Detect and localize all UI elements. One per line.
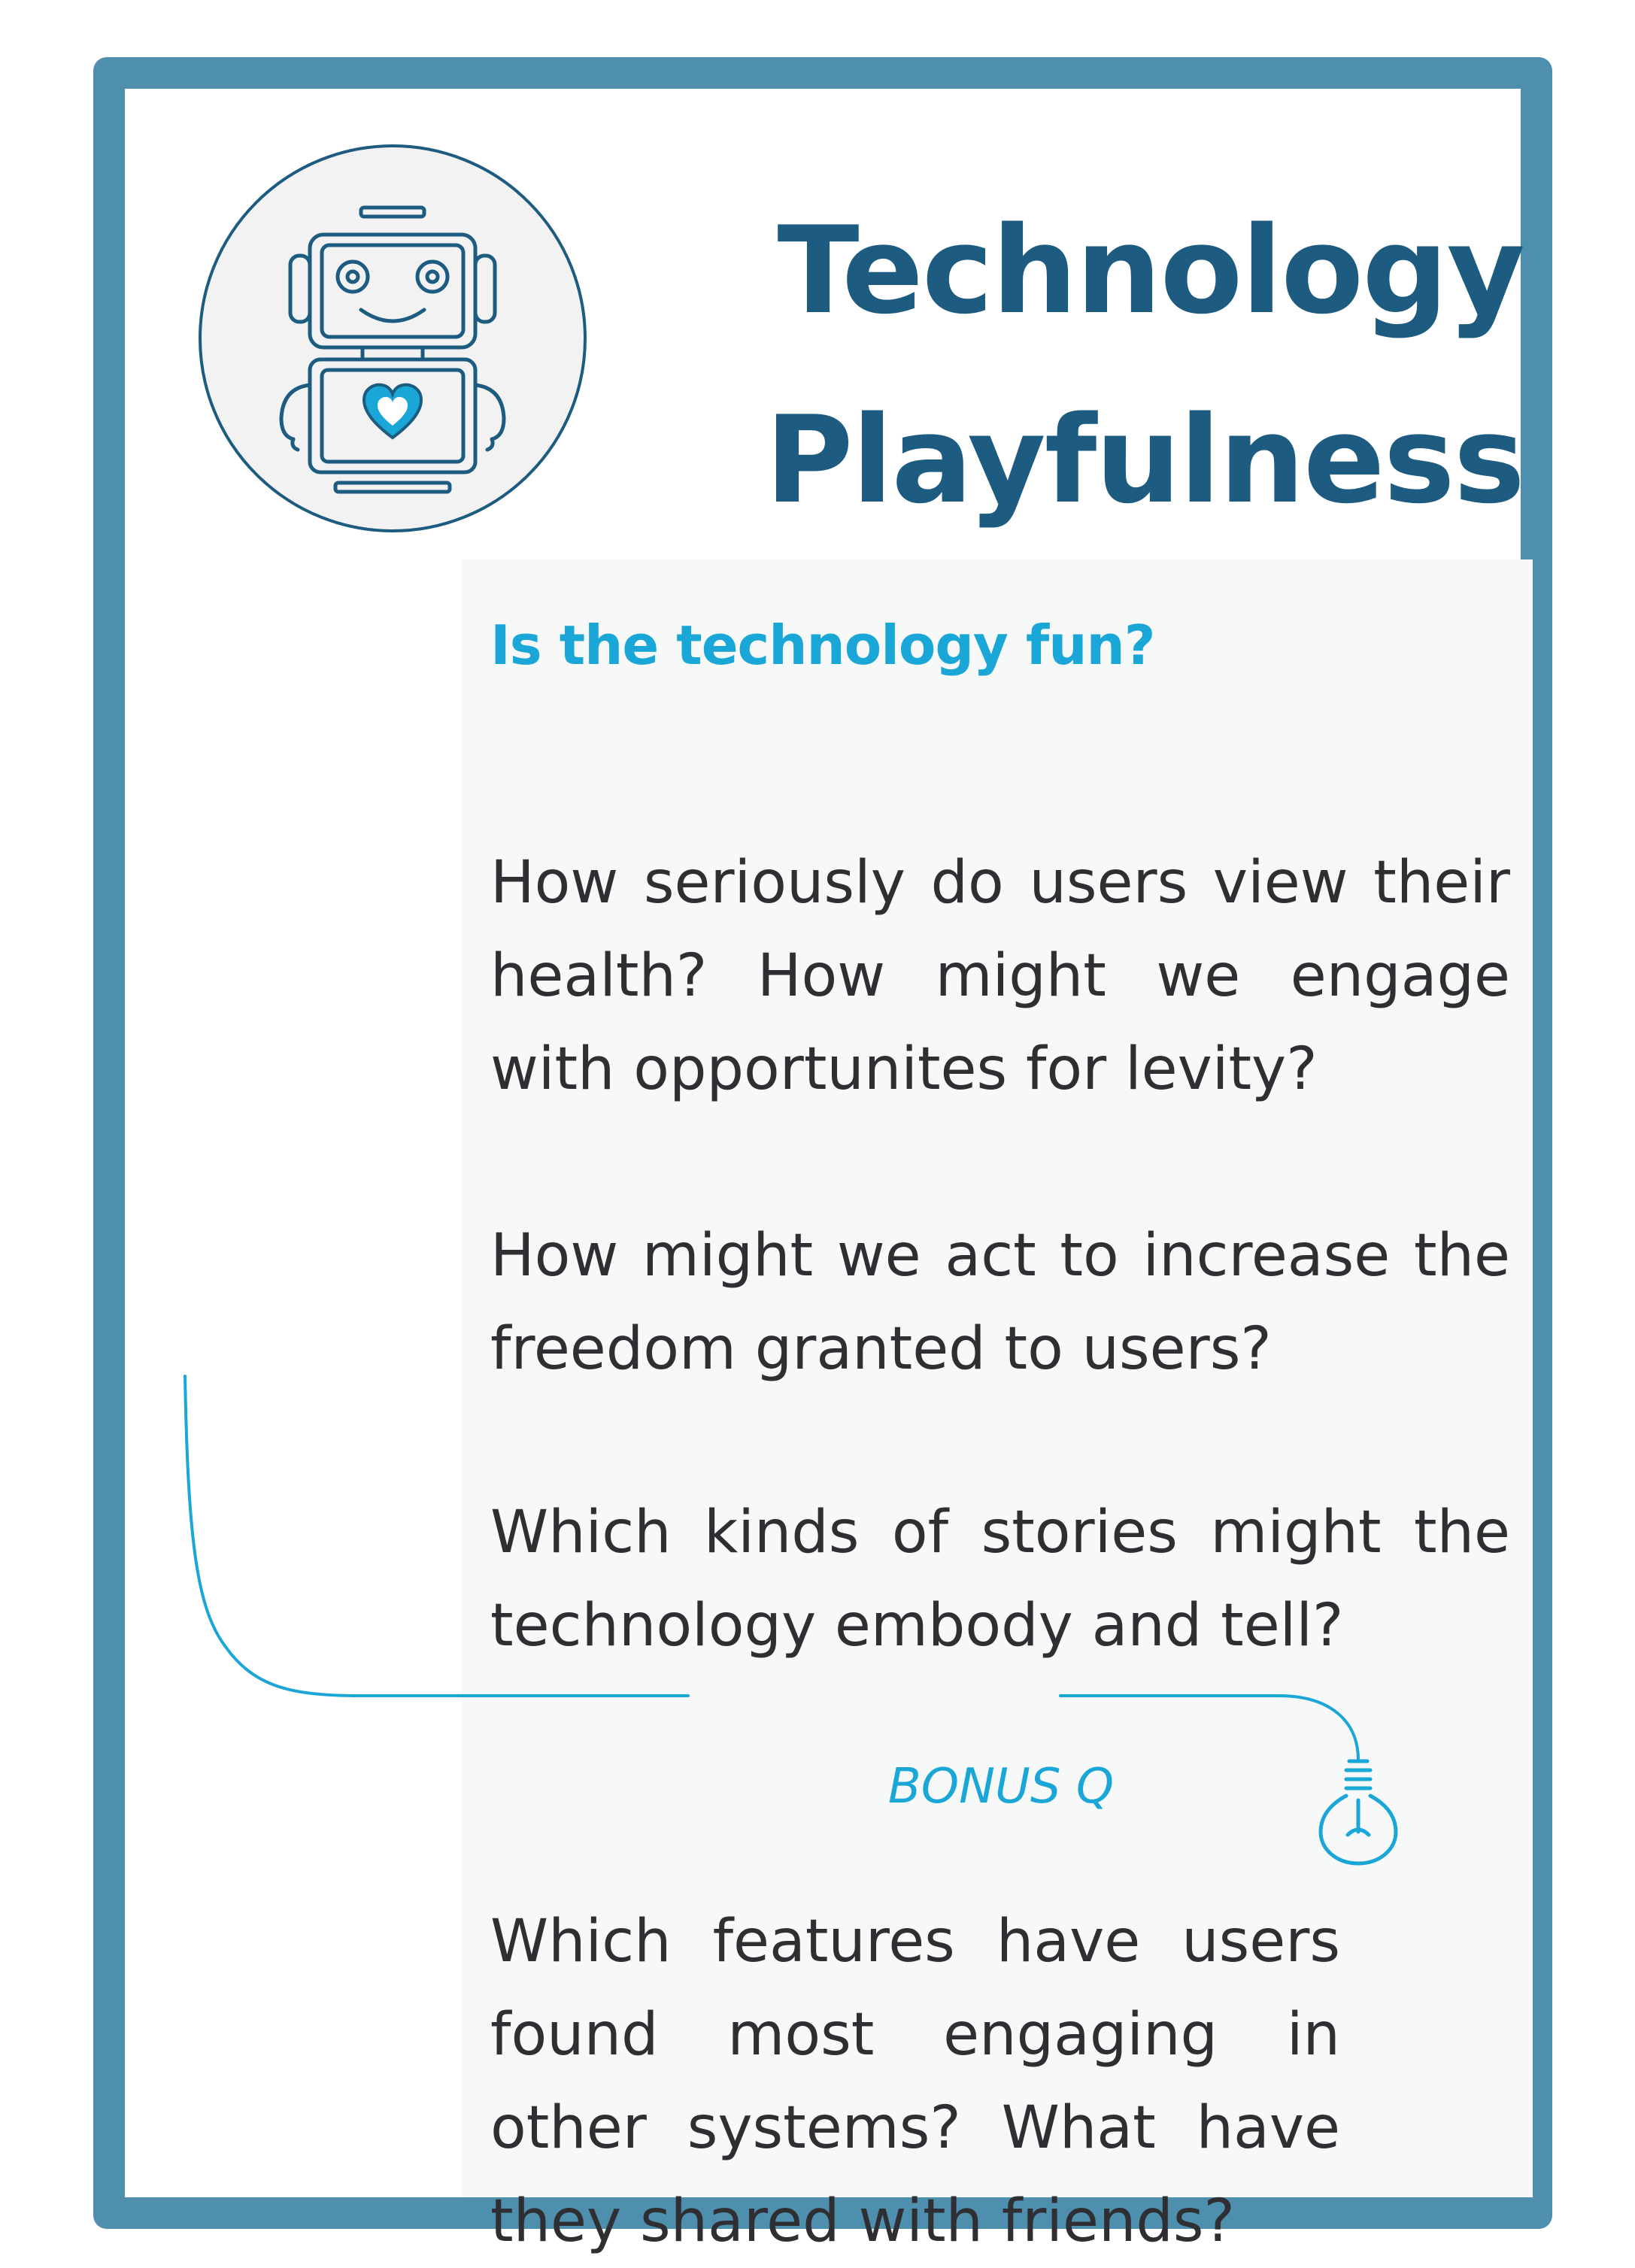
bonus-label: BONUS Q xyxy=(887,1759,1115,1815)
question-3: Which kinds of stories might the technol… xyxy=(490,1499,1510,1660)
question-1: How seriously do users view their health… xyxy=(490,849,1510,1103)
title-line-2: Playfulness xyxy=(765,390,1525,530)
heart-icon xyxy=(362,383,423,440)
robot-icon xyxy=(199,144,587,532)
card-frame: Technology Playfulness Is the technology… xyxy=(93,57,1552,2255)
subtitle-question: Is the technology fun? xyxy=(490,614,1155,677)
card-title: Technology Playfulness xyxy=(651,176,1525,555)
title-line-1: Technology xyxy=(777,200,1525,341)
card-content: Technology Playfulness Is the technology… xyxy=(125,89,1533,2255)
bonus-question: Which features have users found most eng… xyxy=(490,1908,1340,2255)
question-2: How might we act to increase the freedom… xyxy=(490,1222,1510,1383)
